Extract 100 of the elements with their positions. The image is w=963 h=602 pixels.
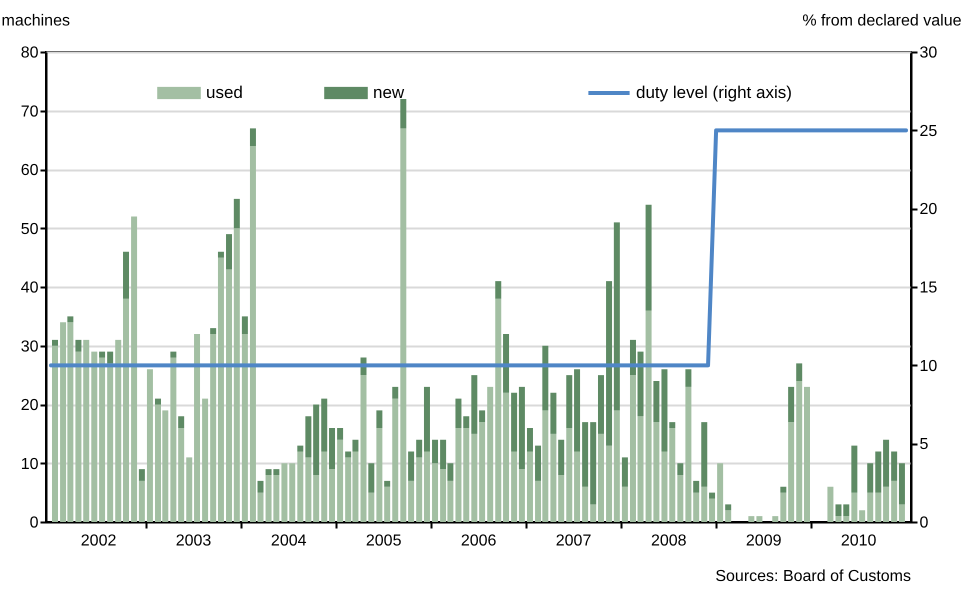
bar [67, 316, 74, 322]
bar [360, 375, 366, 522]
bar [535, 446, 542, 481]
bar [550, 392, 556, 434]
y-tick-label: 60 [20, 162, 39, 179]
bar [717, 463, 724, 522]
x-tick-label: 2007 [556, 532, 592, 550]
bar [186, 457, 192, 522]
y-tick-label: 30 [20, 338, 39, 356]
bar [598, 434, 604, 522]
bar [424, 386, 430, 452]
bar [75, 340, 82, 352]
bar [392, 398, 398, 522]
bar [337, 428, 344, 440]
bar [661, 369, 668, 452]
legend-label: duty level (right axis) [636, 83, 792, 102]
bar [297, 452, 304, 522]
bar [780, 486, 786, 493]
bar [867, 492, 874, 522]
bar [898, 504, 905, 522]
bar [400, 99, 406, 128]
bar [432, 463, 438, 522]
bar [804, 386, 810, 522]
bar [99, 352, 106, 358]
bar [511, 452, 518, 522]
y2-tick-label: 15 [920, 280, 938, 296]
bar [107, 352, 114, 364]
bar [693, 480, 700, 493]
bar [337, 440, 344, 522]
bar [257, 480, 264, 493]
bar [321, 452, 328, 522]
bar [218, 252, 224, 258]
bar [725, 510, 732, 522]
x-tick-label: 2008 [650, 532, 687, 550]
bar [424, 452, 430, 522]
bar [226, 234, 232, 270]
bar [234, 198, 240, 228]
y-tick-label: 70 [20, 103, 39, 120]
bar [250, 128, 256, 146]
bar [709, 492, 716, 498]
bar [131, 216, 138, 522]
y-tick-label: 20 [20, 397, 39, 414]
bar [590, 422, 596, 504]
bar [352, 440, 358, 452]
bar [155, 398, 162, 404]
y2-tick-label: 25 [920, 122, 938, 140]
bar [756, 516, 762, 522]
bar [210, 328, 216, 334]
bar [345, 452, 352, 458]
bar [202, 398, 208, 522]
bar [898, 463, 905, 504]
x-tick-label: 2009 [746, 532, 782, 550]
bar [518, 469, 525, 522]
y2-tick-label: 20 [920, 201, 938, 218]
bar [582, 422, 588, 487]
bar [297, 446, 304, 452]
x-tick-label: 2005 [366, 532, 402, 550]
bar [796, 363, 802, 381]
bar [503, 334, 510, 393]
bar [432, 440, 438, 464]
bar [234, 228, 240, 522]
bar [835, 504, 842, 516]
y-axis-title: machines [2, 12, 70, 30]
bar [526, 452, 533, 522]
bar [590, 504, 596, 522]
bar [178, 416, 184, 428]
bar [123, 298, 130, 522]
bar [487, 386, 494, 522]
bar [329, 428, 336, 470]
bar [677, 475, 684, 522]
bar [646, 310, 652, 522]
bar [123, 252, 130, 299]
bar [368, 492, 374, 522]
bar [669, 428, 676, 522]
x-tick-label: 2006 [460, 532, 497, 550]
bar [242, 316, 248, 334]
x-tick-label: 2004 [270, 532, 307, 550]
bar [503, 392, 510, 522]
y-tick-label: 10 [20, 456, 39, 473]
bar [891, 480, 898, 522]
bar [558, 440, 564, 475]
bar [796, 381, 802, 522]
legend-label: used [206, 83, 243, 102]
bar [526, 428, 533, 452]
bar [835, 516, 842, 522]
y-tick-label: 80 [20, 44, 39, 62]
x-tick-label: 2003 [176, 532, 212, 550]
bar [138, 480, 145, 522]
bar [582, 486, 588, 522]
x-tick-label: 2010 [840, 532, 877, 550]
bar [138, 469, 145, 481]
y-tick-label: 40 [20, 280, 39, 296]
bar [368, 463, 374, 493]
bar [606, 446, 612, 522]
bar [408, 452, 414, 481]
bar [669, 422, 676, 428]
bar [194, 334, 200, 522]
bar [218, 258, 224, 522]
y2-tick-label: 0 [920, 514, 928, 532]
bar [495, 298, 502, 522]
